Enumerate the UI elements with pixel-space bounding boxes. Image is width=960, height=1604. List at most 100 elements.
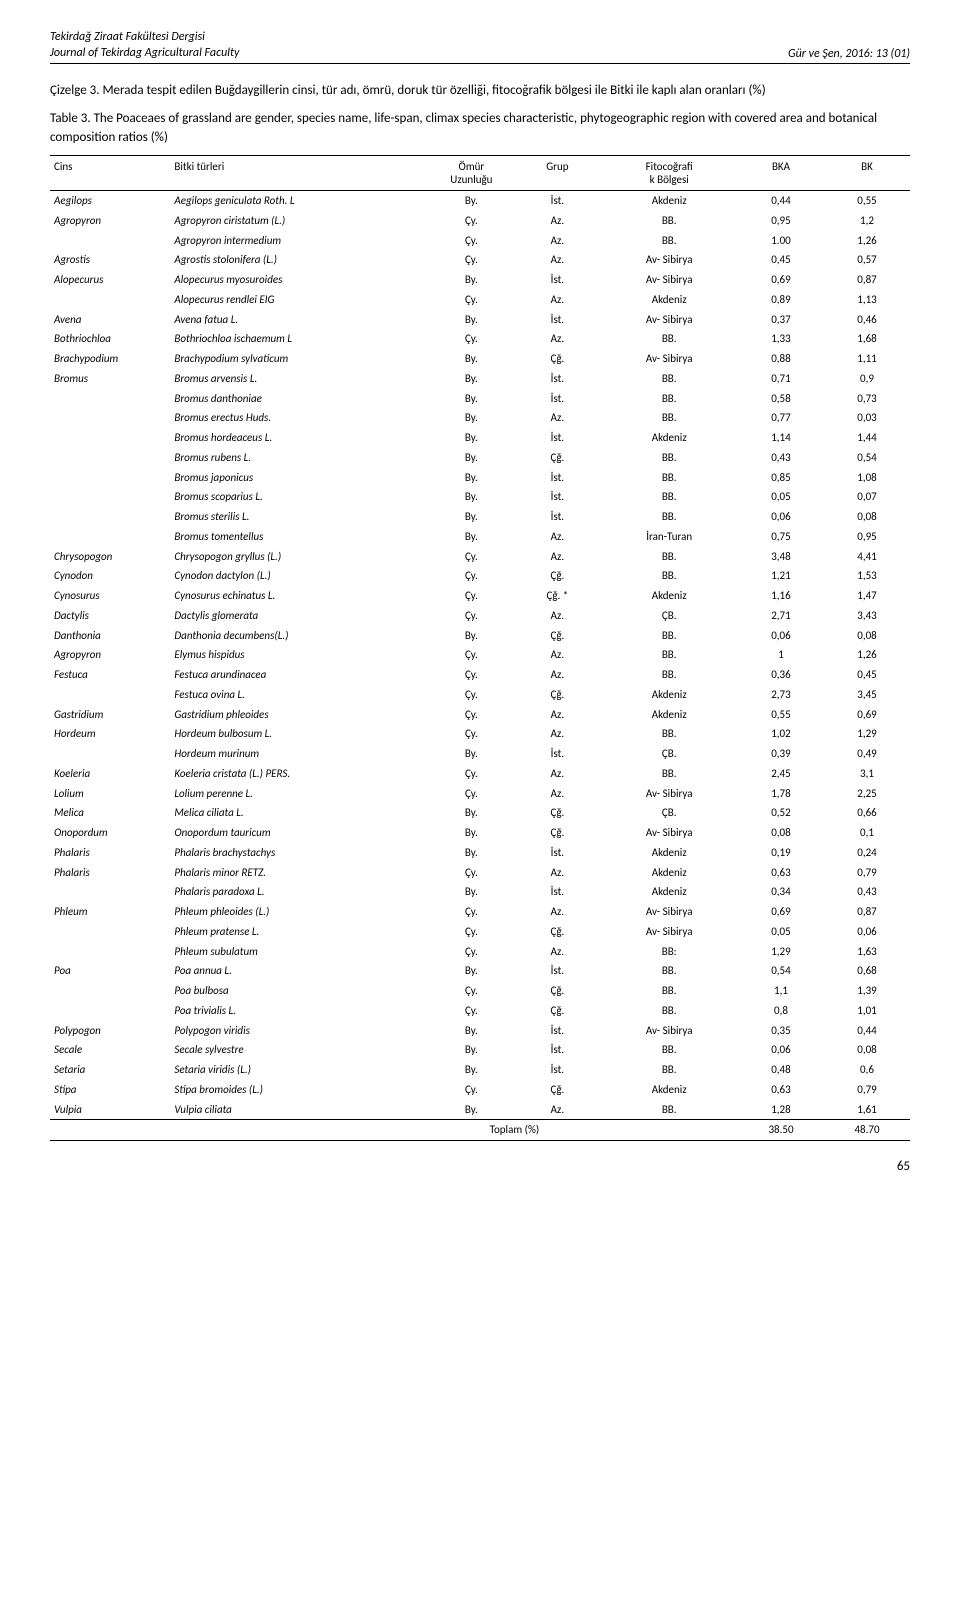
cell-bitki: Bromus hordeaceus L.: [170, 428, 428, 448]
cell-omur: By.: [428, 270, 514, 290]
cell-bitki: Koeleria cristata (L.) PERS.: [170, 764, 428, 784]
cell-bitki: Aegilops geniculata Roth. L: [170, 191, 428, 211]
cell-omur: By.: [428, 487, 514, 507]
page-header: Tekirdağ Ziraat Fakültesi Dergisi Journa…: [50, 30, 910, 64]
cell-fito: BB.: [600, 981, 738, 1001]
cell-bitki: Bromus erectus Huds.: [170, 408, 428, 428]
cell-bitki: Vulpia ciliata: [170, 1100, 428, 1120]
cell-bka: 0,08: [738, 823, 824, 843]
cell-fito: BB.: [600, 1001, 738, 1021]
cell-cins: [50, 468, 170, 488]
cell-omur: Çy.: [428, 1001, 514, 1021]
table-row: Bromus hordeaceus L.By.İst.Akdeniz1,141,…: [50, 428, 910, 448]
cell-bka: 0,85: [738, 468, 824, 488]
table-row: PhleumPhleum phleoides (L.)Çy.Az.Av- Sib…: [50, 902, 910, 922]
cell-cins: Brachypodium: [50, 349, 170, 369]
table-row: Hordeum murinumBy.İst.ÇB.0,390,49: [50, 744, 910, 764]
cell-omur: By.: [428, 191, 514, 211]
cell-fito: BB.: [600, 211, 738, 231]
cell-omur: Çy.: [428, 1080, 514, 1100]
table-row: ChrysopogonChrysopogon gryllus (L.)Çy.Az…: [50, 547, 910, 567]
cell-grup: Az.: [514, 764, 600, 784]
cell-bk: 3,45: [824, 685, 910, 705]
cell-bitki: Agrostis stolonifera (L.): [170, 250, 428, 270]
cell-cins: [50, 448, 170, 468]
cell-bk: 0,79: [824, 1080, 910, 1100]
cell-fito: Akdeniz: [600, 685, 738, 705]
table-row: LoliumLolium perenne L.Çy.Az.Av- Sibirya…: [50, 784, 910, 804]
cell-bka: 0,75: [738, 527, 824, 547]
cell-cins: Avena: [50, 310, 170, 330]
cell-bk: 3,43: [824, 606, 910, 626]
cell-bk: 0,95: [824, 527, 910, 547]
cell-bk: 0,08: [824, 507, 910, 527]
cell-omur: Çy.: [428, 290, 514, 310]
cell-omur: Çy.: [428, 863, 514, 883]
cell-omur: Çy.: [428, 211, 514, 231]
cell-omur: By.: [428, 744, 514, 764]
cell-bka: 1,21: [738, 566, 824, 586]
cell-fito: BB.: [600, 626, 738, 646]
table-row: Poa bulbosaÇy.Çğ.BB.1,11,39: [50, 981, 910, 1001]
cell-fito: BB.: [600, 507, 738, 527]
cell-grup: Az.: [514, 665, 600, 685]
journal-name-tr: Tekirdağ Ziraat Fakültesi Dergisi: [50, 30, 239, 46]
table-row: PolypogonPolypogon viridisBy.İst.Av- Sib…: [50, 1021, 910, 1041]
cell-bitki: Avena fatua L.: [170, 310, 428, 330]
cell-omur: Çy.: [428, 981, 514, 1001]
cell-omur: Çy.: [428, 942, 514, 962]
cell-omur: Çy.: [428, 231, 514, 251]
cell-grup: Çğ.: [514, 922, 600, 942]
cell-bka: 0,89: [738, 290, 824, 310]
cell-bitki: Alopecurus myosuroides: [170, 270, 428, 290]
cell-bka: 3,48: [738, 547, 824, 567]
cell-cins: Koeleria: [50, 764, 170, 784]
cell-bk: 0,73: [824, 389, 910, 409]
cell-fito: BB.: [600, 408, 738, 428]
cell-bk: 0,06: [824, 922, 910, 942]
table-row: FestucaFestuca arundinaceaÇy.Az.BB.0,360…: [50, 665, 910, 685]
cell-cins: [50, 527, 170, 547]
cell-bka: 0,52: [738, 803, 824, 823]
table-header-row: Cins Bitki türleri Ömür Uzunluğu Grup Fi…: [50, 155, 910, 190]
cell-grup: Çğ.: [514, 1001, 600, 1021]
cell-bk: 0,69: [824, 705, 910, 725]
table-row: Festuca ovina L.Çy.Çğ.Akdeniz2,733,45: [50, 685, 910, 705]
cell-fito: BB.: [600, 468, 738, 488]
cell-bka: 1,29: [738, 942, 824, 962]
cell-grup: İst.: [514, 961, 600, 981]
cell-cins: Aegilops: [50, 191, 170, 211]
cell-grup: Çğ.: [514, 626, 600, 646]
cell-bka: 0,05: [738, 922, 824, 942]
cell-grup: Az.: [514, 1100, 600, 1120]
cell-cins: Vulpia: [50, 1100, 170, 1120]
cell-omur: By.: [428, 310, 514, 330]
cell-bk: 0,6: [824, 1060, 910, 1080]
cell-omur: By.: [428, 349, 514, 369]
cell-grup: Az.: [514, 784, 600, 804]
cell-cins: Secale: [50, 1040, 170, 1060]
cell-grup: İst.: [514, 843, 600, 863]
cell-grup: İst.: [514, 428, 600, 448]
table-row: GastridiumGastridium phleoidesÇy.Az.Akde…: [50, 705, 910, 725]
cell-empty: [50, 1120, 170, 1141]
cell-bka: 0,05: [738, 487, 824, 507]
cell-cins: Hordeum: [50, 724, 170, 744]
cell-bitki: Hordeum bulbosum L.: [170, 724, 428, 744]
cell-cins: Gastridium: [50, 705, 170, 725]
table-row: Poa trivialis L.Çy.Çğ.BB.0,81,01: [50, 1001, 910, 1021]
cell-bk: 0,79: [824, 863, 910, 883]
cell-bk: 0,03: [824, 408, 910, 428]
cell-bitki: Danthonia decumbens(L.): [170, 626, 428, 646]
cell-cins: [50, 428, 170, 448]
table-row: SecaleSecale sylvestreBy.İst.BB.0,060,08: [50, 1040, 910, 1060]
cell-fito: BB.: [600, 1060, 738, 1080]
col-bka: BKA: [738, 155, 824, 190]
cell-bitki: Cynosurus echinatus L.: [170, 586, 428, 606]
cell-cins: Phalaris: [50, 863, 170, 883]
col-omur-l1: Ömür: [459, 160, 485, 173]
cell-grup: Çğ. *: [514, 586, 600, 606]
cell-fito: BB.: [600, 231, 738, 251]
cell-omur: By.: [428, 961, 514, 981]
cell-bitki: Cynodon dactylon (L.): [170, 566, 428, 586]
